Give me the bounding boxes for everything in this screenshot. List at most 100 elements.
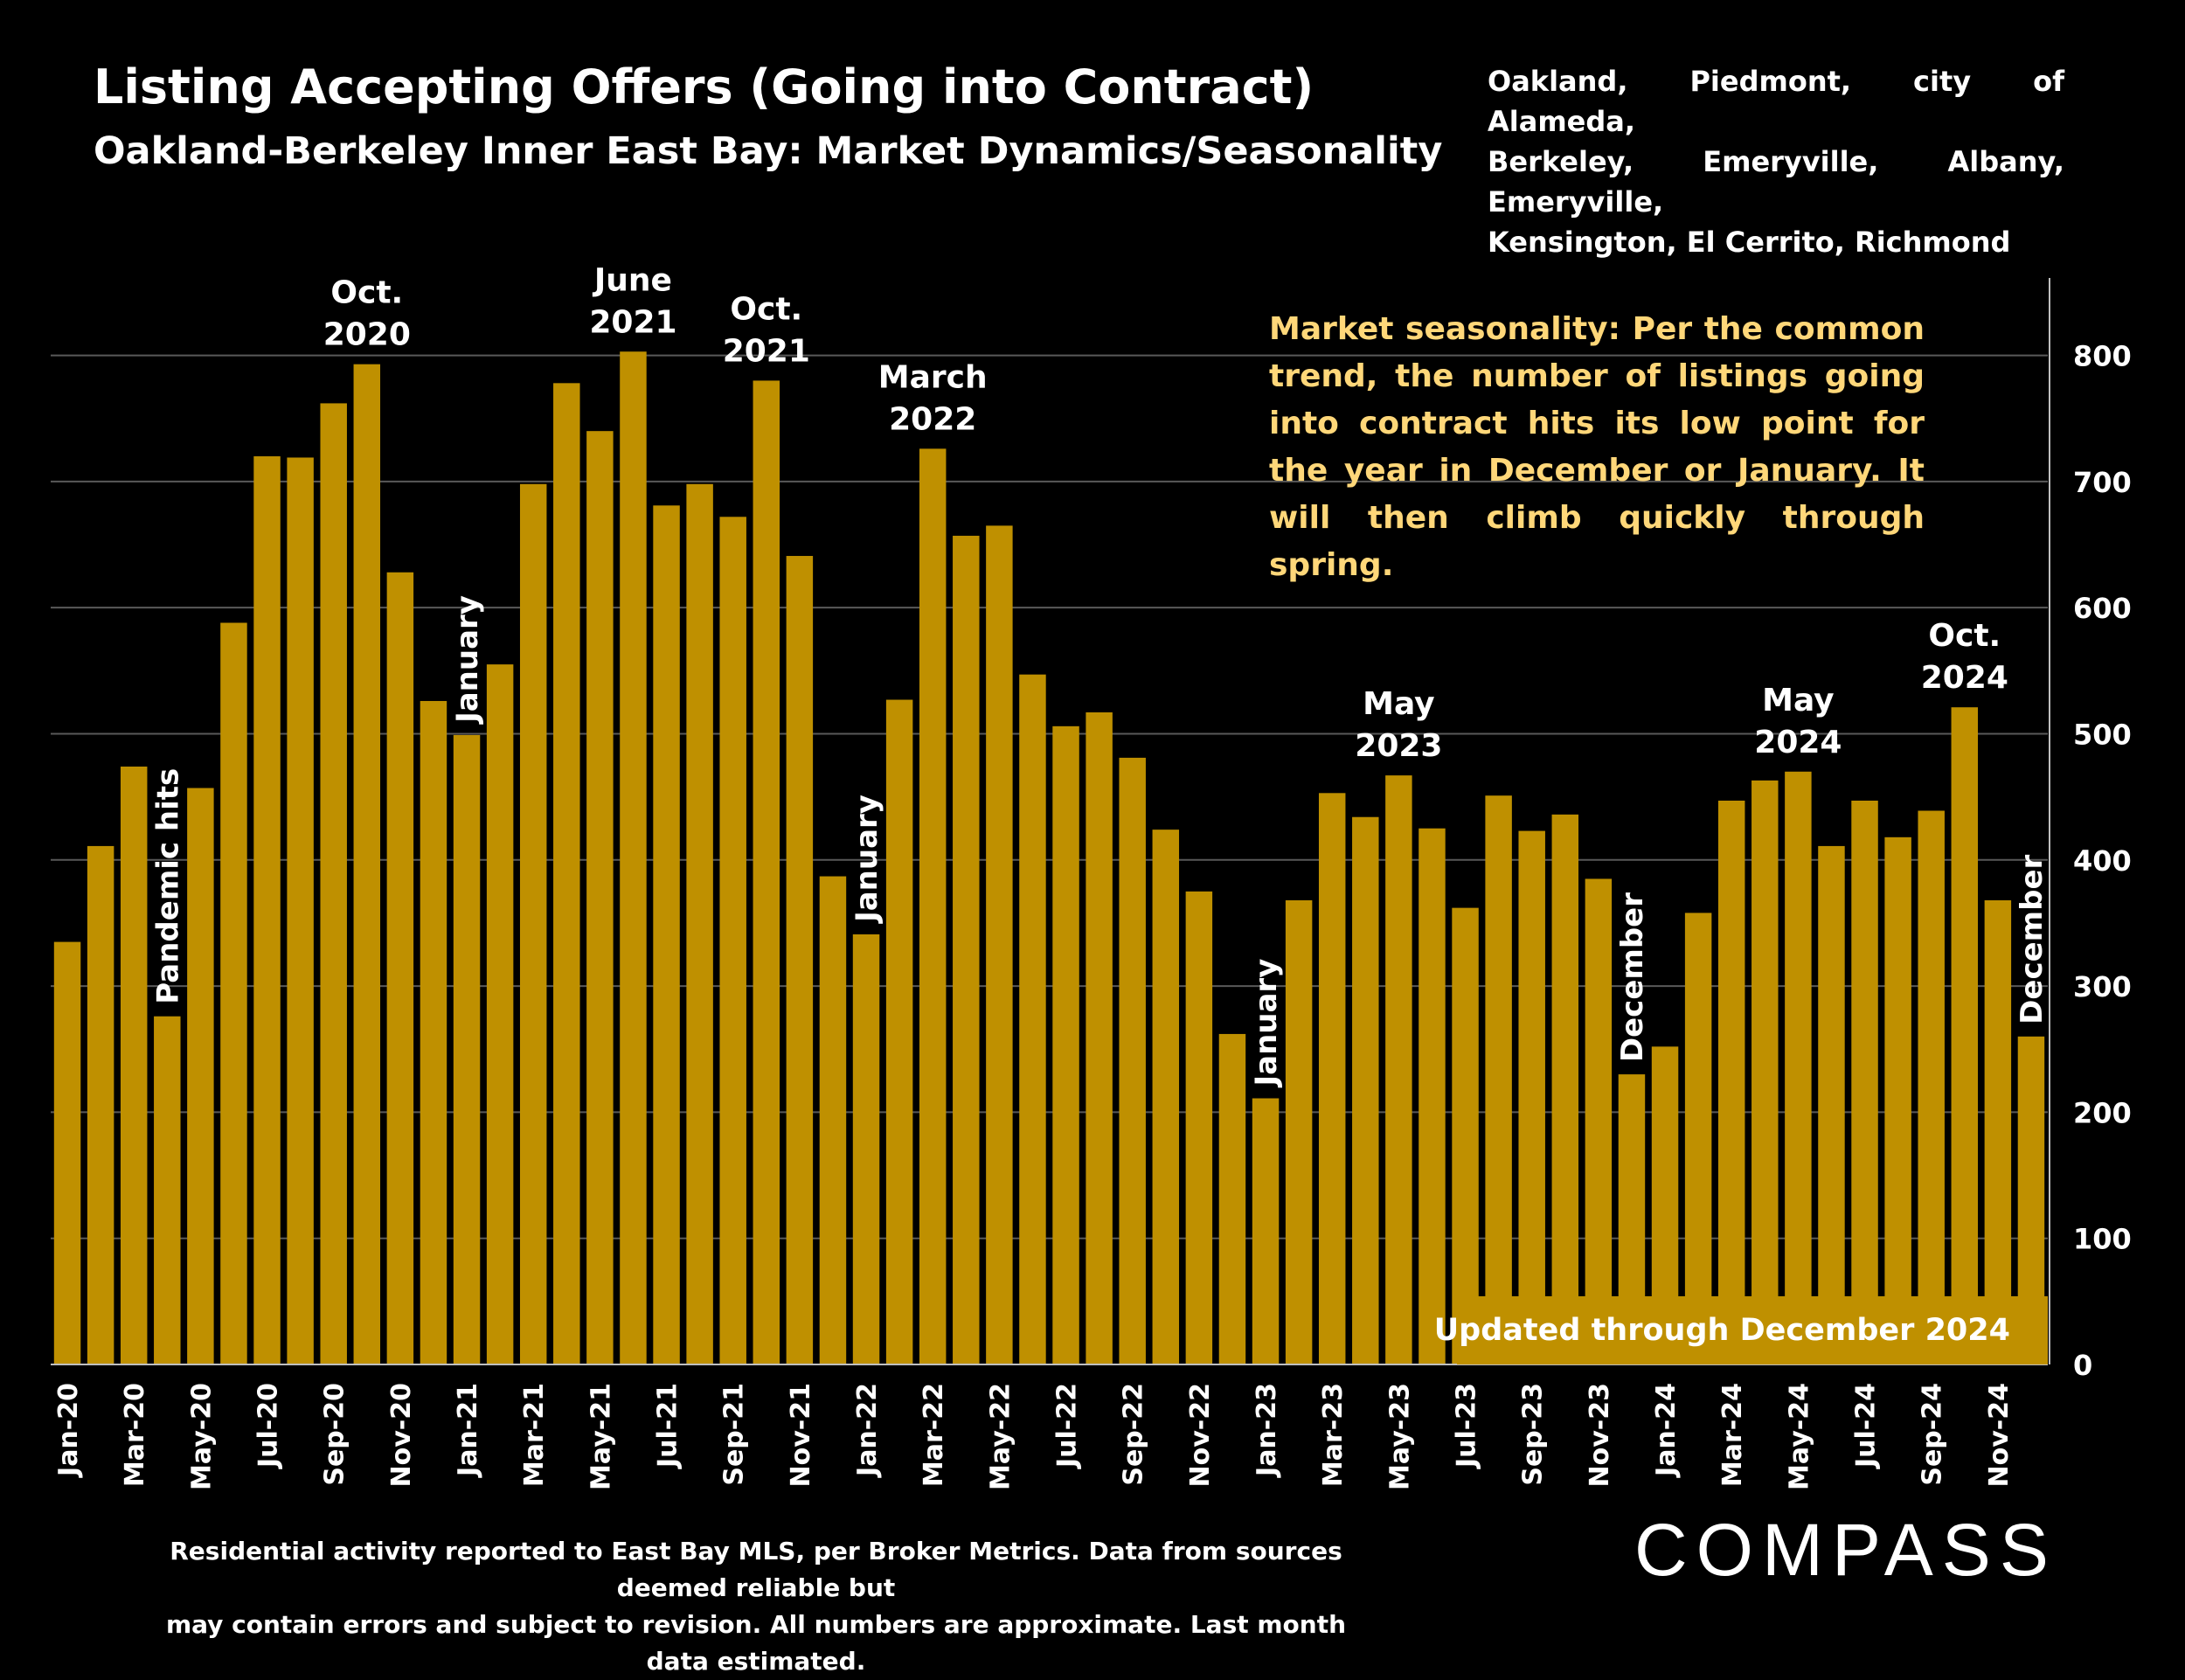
bar — [1218, 1033, 1246, 1364]
bar — [1751, 780, 1779, 1364]
x-tick-label: Mar-21 — [519, 1383, 550, 1487]
bar — [852, 934, 880, 1364]
bar — [1984, 899, 2012, 1364]
x-tick-label: Sep-23 — [1518, 1383, 1549, 1486]
bar — [986, 525, 1013, 1364]
bar — [320, 403, 347, 1365]
bar-annotation: January — [850, 795, 884, 924]
bar — [1318, 793, 1346, 1364]
bar — [653, 505, 680, 1364]
bar — [1551, 814, 1579, 1364]
bar — [953, 535, 980, 1364]
bar — [819, 876, 847, 1364]
x-tick-label: May-21 — [586, 1383, 616, 1490]
bar — [1951, 707, 1979, 1364]
bar — [220, 622, 247, 1364]
bar — [1884, 837, 1911, 1364]
bar — [253, 456, 281, 1365]
bar — [620, 351, 647, 1364]
bar-annotation: 2024 — [1754, 725, 1842, 760]
bar-annotation: December — [1615, 892, 1650, 1062]
bar-annotation: Pandemic hits — [150, 768, 185, 1004]
bar — [1185, 891, 1213, 1364]
x-tick-label: Nov-23 — [1585, 1383, 1615, 1487]
bar — [486, 664, 514, 1364]
bar — [1851, 800, 1878, 1364]
bar — [1585, 878, 1613, 1364]
seasonality-note: Market seasonality: Per the common trend… — [1269, 311, 1925, 583]
bar — [1152, 830, 1180, 1364]
source-footnote: Residential activity reported to East Ba… — [162, 1533, 1350, 1680]
bar — [1119, 757, 1146, 1364]
x-tick-label: Jul-23 — [1452, 1383, 1482, 1469]
x-tick-label: Sep-21 — [719, 1383, 750, 1486]
bar — [1052, 725, 1079, 1364]
bar — [1717, 800, 1745, 1364]
bar-annotation: March — [878, 359, 988, 395]
bar — [1252, 1098, 1280, 1364]
compass-logo: COMPASS — [1634, 1509, 2057, 1591]
x-tick-label: Sep-24 — [1918, 1383, 1948, 1486]
x-tick-label: Mar-24 — [1717, 1383, 1748, 1487]
bar-annotation: May — [1762, 683, 1834, 719]
bar-annotation: January — [450, 595, 485, 725]
y-tick-label: 400 — [2073, 844, 2132, 878]
y-tick-label: 700 — [2073, 466, 2132, 499]
bar — [87, 845, 114, 1364]
bar — [120, 767, 148, 1364]
bar — [1452, 907, 1479, 1364]
updated-banner — [1457, 1296, 2048, 1364]
x-tick-label: Nov-20 — [386, 1383, 417, 1487]
region-line: Oakland, Piedmont, city of Alameda, — [1488, 65, 2064, 138]
bar — [1419, 828, 1446, 1364]
bar — [885, 699, 913, 1364]
bar — [519, 483, 547, 1364]
x-tick-label: Jan-21 — [453, 1383, 483, 1478]
chart-subtitle: Oakland-Berkeley Inner East Bay: Market … — [94, 129, 1443, 173]
chart-title: Listing Accepting Offers (Going into Con… — [94, 59, 1314, 115]
region-line: Berkeley, Emeryville, Albany, Emeryville… — [1488, 145, 2064, 219]
x-tick-label: Jan-22 — [852, 1383, 883, 1478]
bar — [1485, 795, 1512, 1364]
bar — [1285, 899, 1313, 1364]
bar — [1352, 816, 1379, 1364]
bar — [786, 556, 814, 1364]
bar — [1785, 771, 1812, 1364]
bar — [53, 941, 81, 1364]
x-tick-label: Nov-22 — [1185, 1383, 1216, 1487]
bar-annotation: June — [592, 262, 672, 298]
x-tick-label: May-24 — [1784, 1383, 1814, 1490]
bar — [1918, 810, 1945, 1364]
bar — [1818, 845, 1845, 1364]
footnote-line: may contain errors and subject to revisi… — [165, 1610, 1347, 1676]
y-tick-label: 800 — [2073, 340, 2132, 373]
x-tick-label: May-20 — [186, 1383, 217, 1490]
bar — [1518, 830, 1545, 1364]
x-tick-label: Jan-23 — [1252, 1383, 1282, 1478]
x-tick-label: May-22 — [985, 1383, 1016, 1490]
x-tick-label: Jul-24 — [1851, 1383, 1882, 1469]
updated-label: Updated through December 2024 — [1434, 1313, 2010, 1348]
bar — [1684, 913, 1712, 1364]
bar — [919, 448, 947, 1364]
bar-annotation: Oct. — [330, 275, 403, 311]
x-tick-label: Mar-20 — [120, 1383, 150, 1487]
bar-annotation: 2021 — [723, 333, 810, 369]
bar — [753, 380, 780, 1364]
bar — [386, 572, 414, 1364]
y-tick-label: 500 — [2073, 718, 2132, 751]
x-tick-label: Jan-20 — [53, 1383, 84, 1478]
x-tick-label: Nov-24 — [1984, 1383, 2015, 1487]
region-list: Oakland, Piedmont, city of Alameda, Berk… — [1488, 61, 2064, 262]
x-tick-label: Jul-20 — [253, 1383, 284, 1469]
x-tick-label: Mar-23 — [1318, 1383, 1349, 1487]
x-tick-label: Jan-24 — [1651, 1383, 1682, 1478]
bar-annotation: May — [1363, 686, 1434, 722]
bar-annotation: 2024 — [1921, 660, 2008, 696]
y-tick-label: 100 — [2073, 1223, 2132, 1256]
y-tick-label: 0 — [2073, 1349, 2092, 1382]
bar — [1385, 775, 1412, 1364]
y-tick-label: 300 — [2073, 970, 2132, 1003]
bar-annotation: January — [1249, 959, 1284, 1088]
bar-annotation: 2022 — [889, 401, 976, 437]
